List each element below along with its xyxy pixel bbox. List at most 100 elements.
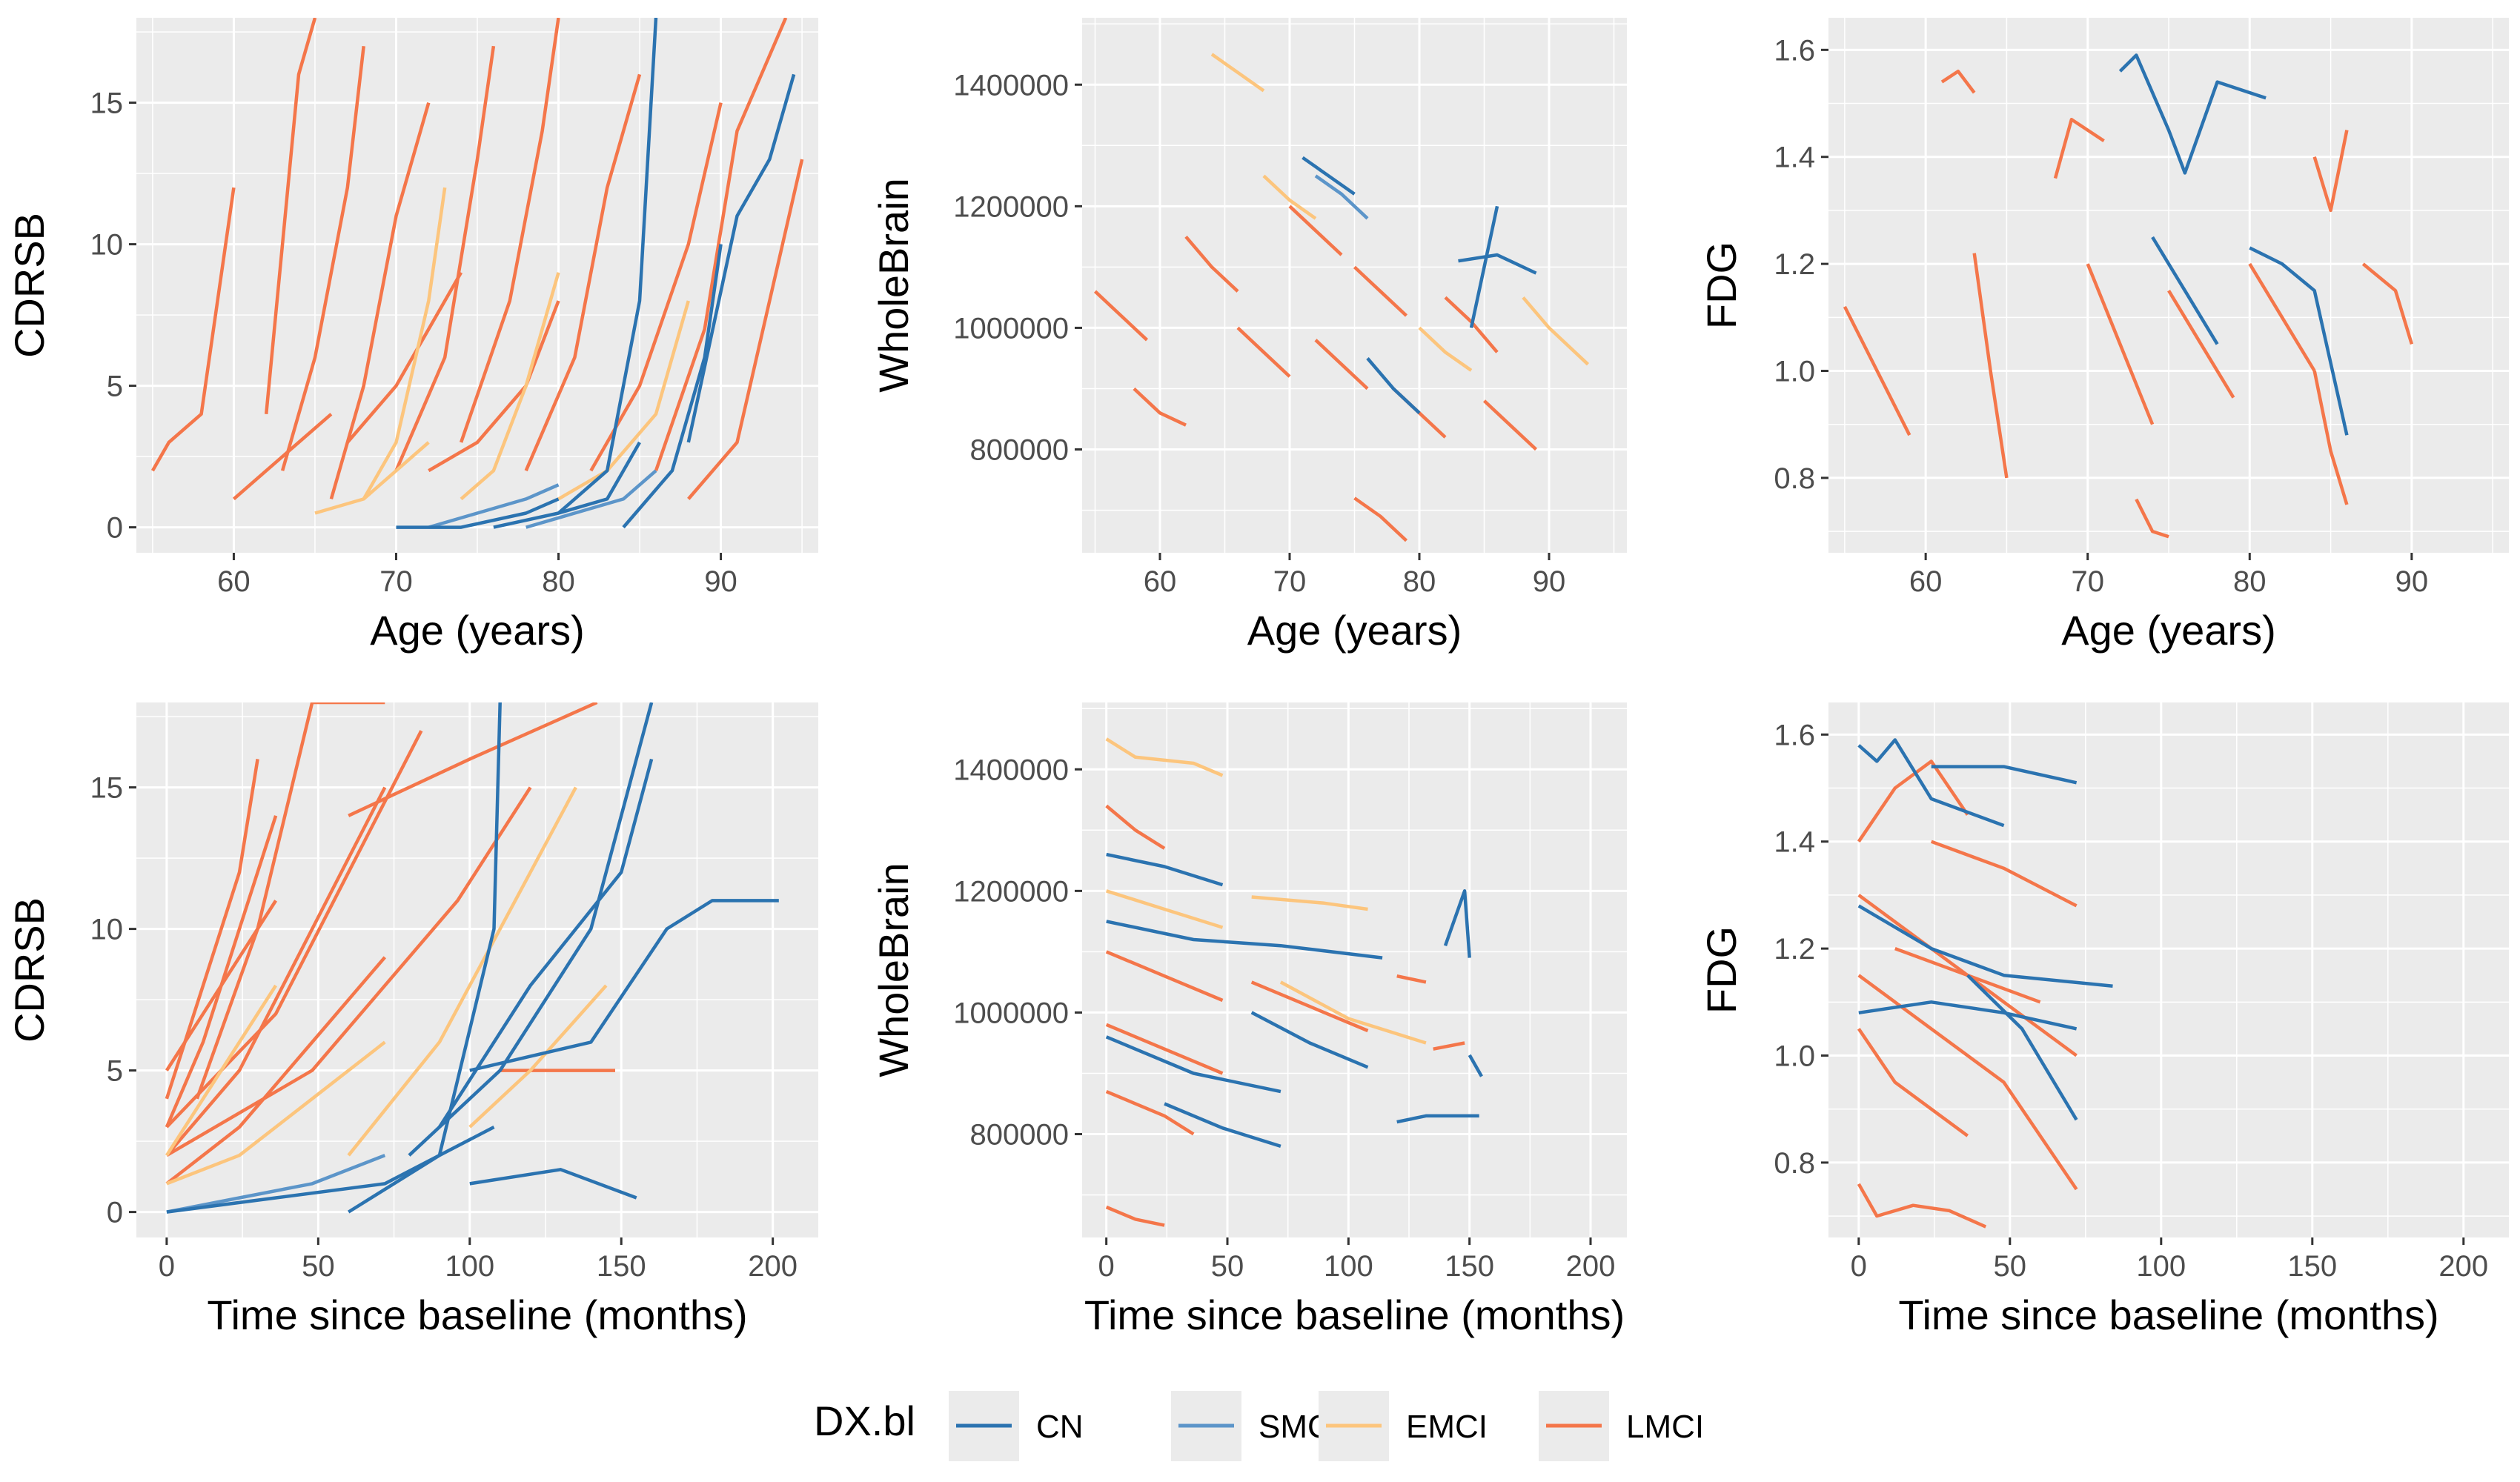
series-line-lmci <box>232 413 333 501</box>
series-line-cn <box>1164 1102 1281 1149</box>
x-tick-label: 80 <box>542 565 575 598</box>
y-tick-label: 15 <box>90 772 124 805</box>
y-tick-label: 15 <box>90 87 124 120</box>
series-line-lmci <box>1396 974 1427 984</box>
plot-background <box>1082 702 1627 1237</box>
series-line-cn <box>1858 1000 2078 1031</box>
series-line-lmci <box>1857 1183 1987 1229</box>
series-line-cn <box>1302 156 1356 196</box>
series-line-lmci <box>2053 117 2105 179</box>
gridlines <box>1828 702 2509 1237</box>
series-line-lmci <box>394 45 496 472</box>
series-line-cn <box>1458 253 1537 275</box>
x-tick-label: 90 <box>704 565 737 598</box>
series-group <box>1093 53 1590 542</box>
series-line-smc <box>428 483 560 529</box>
series-line-lmci <box>2361 262 2414 345</box>
gridlines <box>136 18 818 553</box>
series-line-emci <box>1210 53 1265 93</box>
y-axis-title: FDG <box>1698 926 1745 1014</box>
panel-bottom-left: 0 50 100 150 200 0 5 10 15 Time since baseline (m… <box>6 702 818 1338</box>
series-line-lmci <box>1843 305 1911 436</box>
x-tick-label: 60 <box>1144 565 1177 598</box>
series-line-lmci <box>1105 1023 1224 1075</box>
series-line-cn <box>469 899 779 1072</box>
y-axis-title: FDG <box>1698 242 1745 329</box>
series-line-lmci <box>165 786 532 1157</box>
series-line-cn <box>1366 357 1421 414</box>
series-group <box>1105 737 1483 1227</box>
y-tick-label: 1.0 <box>1774 356 1815 388</box>
series-line-lmci <box>2248 262 2316 372</box>
x-axis-title: Age (years) <box>2061 607 2275 654</box>
y-axis-title: CDRSB <box>6 213 53 358</box>
y-tick-label: 1200000 <box>953 190 1069 223</box>
x-tick-label: 150 <box>597 1250 646 1283</box>
x-tick-label: 60 <box>1909 565 1943 598</box>
x-tick-label: 80 <box>2233 565 2267 598</box>
panel-top-center: 60 70 80 90 800000 1000000 1200000 1400000 Age (… <box>870 18 1627 654</box>
series-line-lmci <box>1314 339 1369 391</box>
x-tick-label: 80 <box>1403 565 1436 598</box>
gridlines <box>1082 18 1627 553</box>
series-line-lmci <box>2086 263 2155 425</box>
series-line-smc <box>166 1154 386 1214</box>
gridlines <box>1828 18 2509 553</box>
series-line-emci <box>165 984 277 1157</box>
series-line-cn <box>408 702 654 1157</box>
y-tick-label: 5 <box>107 1055 123 1088</box>
legend-label: EMCI <box>1406 1409 1488 1445</box>
series-line-cn <box>1105 1035 1281 1094</box>
series-line-emci <box>1106 889 1224 929</box>
x-axis-title: Time since baseline (months) <box>207 1292 747 1338</box>
series-line-cn <box>1857 904 2113 988</box>
series-group <box>1857 738 2113 1229</box>
x-tick-label: 0 <box>1851 1250 1867 1283</box>
x-tick-label: 0 <box>1098 1250 1115 1283</box>
series-line-lmci <box>1105 1205 1165 1227</box>
plot-background <box>1828 702 2509 1237</box>
series-line-lmci <box>165 900 277 1071</box>
y-tick-label: 1.2 <box>1774 933 1815 966</box>
y-tick-label: 0 <box>107 1197 123 1229</box>
y-tick-label: 800000 <box>970 1119 1069 1152</box>
series-line-emci <box>1105 737 1224 777</box>
series-line-emci <box>460 272 560 501</box>
series-group <box>150 18 804 529</box>
series-line-lmci <box>2312 370 2349 505</box>
y-tick-label: 1.6 <box>1774 34 1815 67</box>
series-line-lmci <box>428 300 560 473</box>
series-line-lmci <box>150 187 236 472</box>
y-tick-label: 1.2 <box>1774 248 1815 281</box>
series-line-lmci <box>459 18 560 443</box>
series-line-cn <box>1857 738 2005 828</box>
series-line-cn <box>348 702 502 1214</box>
series-line-lmci <box>1105 804 1166 850</box>
x-tick-label: 60 <box>217 565 251 598</box>
series-line-cn <box>2118 53 2267 175</box>
panel-top-left: 60 70 80 90 0 5 10 15 Age (years) CDRSB <box>6 18 818 654</box>
series-line-cn <box>1468 1054 1483 1077</box>
series-line-lmci <box>1353 496 1408 542</box>
series-line-lmci <box>346 271 463 444</box>
panel-top-right: 60 70 80 90 0.8 1.0 1.2 1.4 1.6 Age (years) FDG <box>1698 18 2509 654</box>
x-tick-label: 150 <box>1445 1250 1494 1283</box>
y-tick-label: 0 <box>107 512 123 545</box>
series-line-lmci <box>1940 69 1976 94</box>
series-line-cn <box>1396 1114 1479 1124</box>
legend-title: DX.bl <box>814 1398 915 1444</box>
series-group <box>1843 53 2414 539</box>
series-line-smc <box>525 469 657 529</box>
series-line-cn <box>1106 920 1383 960</box>
series-line-lmci <box>1133 387 1187 427</box>
x-tick-label: 100 <box>445 1250 494 1283</box>
x-tick-label: 100 <box>1324 1250 1373 1283</box>
panel-bottom-right: 0 50 100 150 200 0.8 1.0 1.2 1.4 1.6 Time since ba… <box>1698 702 2509 1338</box>
series-line-emci <box>314 441 430 515</box>
x-axis-title: Age (years) <box>370 607 584 654</box>
series-line-cn <box>622 244 723 529</box>
y-tick-label: 5 <box>107 370 123 403</box>
series-line-lmci <box>654 18 788 471</box>
x-axis-title: Time since baseline (months) <box>1084 1292 1625 1338</box>
